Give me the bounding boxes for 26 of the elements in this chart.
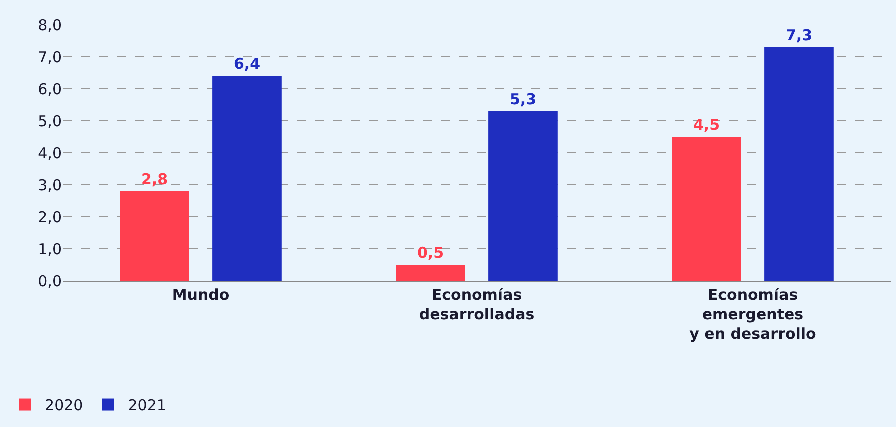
y-tick-label: 2,0 xyxy=(38,208,62,226)
data-label: 7,3 xyxy=(786,26,813,44)
y-tick-label: 7,0 xyxy=(38,48,62,66)
y-tick-label: 6,0 xyxy=(38,80,62,98)
x-tick-label: Mundo xyxy=(172,286,230,304)
data-label: 2,8 xyxy=(141,170,168,188)
bar xyxy=(212,76,282,281)
y-tick-label: 4,0 xyxy=(38,144,62,162)
y-tick-label: 5,0 xyxy=(38,112,62,130)
y-tick-label: 3,0 xyxy=(38,176,62,194)
x-tick-label: Economías desarrolladas xyxy=(419,286,535,324)
bar xyxy=(120,191,190,281)
y-tick-label: 1,0 xyxy=(38,240,62,258)
legend-label: 2021 xyxy=(128,396,166,415)
y-tick-label: 8,0 xyxy=(38,16,62,34)
y-tick-label: 0,0 xyxy=(38,272,62,290)
legend-label: 2020 xyxy=(45,396,84,415)
data-label: 6,4 xyxy=(234,55,261,74)
data-label: 5,3 xyxy=(510,90,537,108)
data-label: 4,5 xyxy=(693,116,720,134)
x-tick-label: Economías emergentes y en desarrollo xyxy=(690,286,816,343)
bar xyxy=(396,265,466,281)
bar xyxy=(672,137,742,281)
bar xyxy=(488,111,558,281)
bar xyxy=(764,47,834,281)
data-label: 0,5 xyxy=(417,244,444,262)
